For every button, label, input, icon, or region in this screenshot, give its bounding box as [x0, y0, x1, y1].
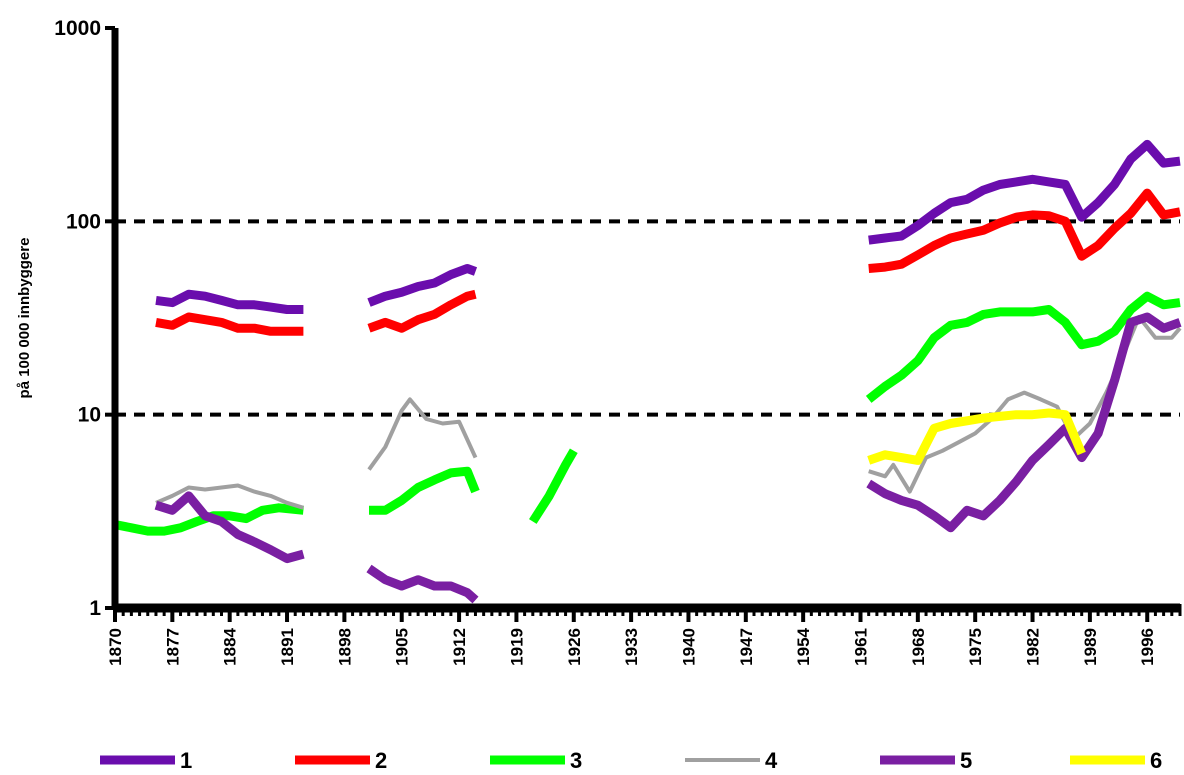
x-tick-label-1975: 1975: [966, 628, 985, 666]
series-4-segment-1: [155, 483, 304, 510]
series-4-segment-2: [367, 397, 478, 471]
series-6-segment-1: [867, 408, 1086, 465]
legend: 1 2 3 4 5 6: [100, 748, 1162, 773]
legend-label-1: 1: [180, 748, 192, 773]
series-1-segment-2: [367, 264, 478, 307]
axes: 1 10 100 1000 1870 1877 1884 1891 1898 1905 1912 19…: [54, 17, 1182, 666]
y-tick-label-1000: 1000: [54, 17, 101, 40]
series-1-segment-1: [155, 289, 304, 314]
x-tick-label-1989: 1989: [1081, 628, 1100, 666]
x-tick-label-1926: 1926: [565, 628, 584, 666]
x-tick-label-1891: 1891: [278, 628, 297, 666]
series-3-segment-4: [865, 291, 1181, 403]
legend-label-2: 2: [375, 748, 387, 773]
series-2-segment-1: [155, 312, 304, 336]
x-tick-label-1947: 1947: [737, 628, 756, 666]
legend-label-4: 4: [765, 748, 778, 773]
series-4-segment-3: [868, 315, 1182, 494]
x-tick-label-1982: 1982: [1024, 628, 1043, 666]
x-tick-label-1870: 1870: [106, 628, 125, 666]
legend-label-3: 3: [570, 748, 582, 773]
series-2-segment-2: [367, 289, 477, 333]
x-tick-label-1961: 1961: [852, 628, 871, 666]
legend-label-5: 5: [960, 748, 972, 773]
x-tick-label-1884: 1884: [221, 627, 240, 665]
x-tick-label-1877: 1877: [163, 628, 182, 666]
y-tick-label-100: 100: [66, 210, 101, 233]
series-5-segment-1: [154, 491, 305, 564]
x-tick-label-1898: 1898: [335, 628, 354, 666]
y-tick-label-10: 10: [78, 404, 101, 427]
series-3-segment-2: [369, 466, 480, 515]
x-tick-label-1905: 1905: [393, 628, 412, 666]
y-tick-label-1: 1: [89, 597, 101, 620]
x-tick-label-1919: 1919: [507, 628, 526, 666]
x-tick-label-1968: 1968: [909, 628, 928, 666]
legend-label-6: 6: [1150, 748, 1162, 773]
series-2-segment-3: [868, 188, 1181, 273]
x-tick-label-1912: 1912: [450, 628, 469, 666]
series-lines: [114, 139, 1182, 604]
reference-lines: [115, 219, 1180, 417]
x-tick-label-1996: 1996: [1138, 628, 1157, 666]
x-tick-label-1933: 1933: [622, 628, 641, 666]
series-3-segment-3: [529, 448, 578, 524]
series-1-segment-3: [868, 139, 1181, 245]
series-5-segment-3: [866, 312, 1182, 533]
x-tick-label-1954: 1954: [794, 627, 813, 665]
series-5-segment-2: [366, 564, 479, 604]
y-axis-title: på 100 000 innbyggere: [16, 238, 33, 399]
x-tick-label-1940: 1940: [679, 628, 698, 666]
